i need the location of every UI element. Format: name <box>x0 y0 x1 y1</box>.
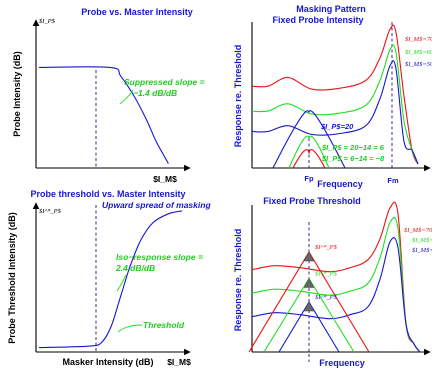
panel-bl-y-mark: $I^*_P$ <box>39 208 62 215</box>
probe-threshold-label-green: $I^*_P$ <box>315 271 338 278</box>
panel-probe-vs-master: Probe vs. Master Intensity $I_P$ Probe I… <box>12 7 205 184</box>
panel-br-xlabel: Frequency <box>319 358 365 368</box>
panel-tl-annotation-2: −1.4 dB/dB <box>133 88 177 98</box>
panel-bl-ann-slope: Iso−response slope = <box>116 252 203 262</box>
probe-curve-red <box>292 149 326 169</box>
panel-bl-ann-slope-2: 2.4 dB/dB <box>115 263 155 273</box>
threshold-masker-label-red: $I_M$=70 <box>404 227 432 234</box>
panel-bl-ann-spread: Upward spread of masking <box>102 200 211 210</box>
panel-bl-xlabel-left: Masker Intensity (dB) <box>62 357 153 367</box>
panel-br-ylabel: Response re. Threshold <box>233 229 243 332</box>
probe-curve-green <box>288 135 330 169</box>
masker-curve-green <box>251 44 419 165</box>
panel-tr-fp-label: Fp <box>304 174 314 183</box>
threshold-masker-curve-blue <box>251 237 421 353</box>
probe-threshold-marker <box>303 277 315 288</box>
probe-threshold-marker <box>303 301 315 312</box>
masker-label-red: $I_M$=70 <box>405 36 432 43</box>
panel-fixed-probe-threshold: Fixed Probe Threshold Response re. Thres… <box>233 196 432 368</box>
panel-tl-title: Probe vs. Master Intensity <box>81 7 193 17</box>
probe-annotation-red: $I_P$ = 6−14 = −8 <box>321 154 385 163</box>
panel-bl-title: Probe threshold vs. Master Intensity <box>30 189 185 199</box>
probe-annotation-blue: $I_P$=20 <box>320 122 354 131</box>
probe-threshold-marker <box>303 251 315 262</box>
panel-tl-curve <box>39 66 169 164</box>
threshold-masker-label-blue: $I_M$=50 <box>412 247 432 254</box>
panel-tl-annotation-leader <box>119 89 134 105</box>
panel-bl-xlabel-right: $I_M$ <box>167 357 191 367</box>
panel-tr-fm-label: Fm <box>387 176 399 185</box>
panel-masking-pattern: Masking Pattern Fixed Probe Intensity Re… <box>233 4 432 189</box>
masker-label-green: $I_M$=60 <box>405 49 432 56</box>
panel-tl-y-mark: $I_P$ <box>39 18 56 25</box>
masker-label-blue: $I_M$=50 <box>405 61 432 68</box>
panel-bl-ann-threshold: Threshold <box>143 320 185 330</box>
panel-tl-xlabel: $I_M$ <box>153 174 177 184</box>
panel-tr-xlabel: Frequency <box>317 179 363 189</box>
panel-br-series: $I_M$=70 $I_M$=60 $I_M$=50 $I^*_P$ $I^*_P$ $I… <box>248 201 432 353</box>
threshold-masker-label-green: $I_M$=60 <box>412 237 432 244</box>
panel-br-title: Fixed Probe Threshold <box>263 196 361 206</box>
masker-curve-blue <box>251 60 419 165</box>
panel-bl-curve <box>39 210 183 349</box>
panel-bl-threshold-leader <box>117 324 143 333</box>
masker-curve-red <box>251 24 419 165</box>
panel-tr-subtitle: Fixed Probe Intensity <box>272 15 363 25</box>
probe-curve-blue <box>272 110 346 169</box>
panel-bl-slope-leader <box>116 274 127 292</box>
panel-tr-series: $I_M$=70 $I_M$=60 $I_M$=50 $I_P$ = 6−14 = −… <box>251 24 432 169</box>
panel-tl-annotation: Suppressed slope = <box>124 77 205 87</box>
probe-annotation-green: $I_P$ = 20−14 = 6 <box>321 143 385 152</box>
probe-threshold-label-red: $I^*_P$ <box>315 244 338 251</box>
panel-tl-ylabel: Probe Intensity (dB) <box>12 51 22 137</box>
panel-tr-ylabel: Response re. Threshold <box>233 45 243 148</box>
panel-tr-title: Masking Pattern <box>296 4 366 14</box>
probe-threshold-label-blue: $I^*_P$ <box>315 294 338 301</box>
panel-threshold-vs-master: Probe threshold vs. Master Intensity $I^… <box>7 189 211 367</box>
panel-bl-ylabel: Probe Threshold Intensity (dB) <box>7 212 17 344</box>
